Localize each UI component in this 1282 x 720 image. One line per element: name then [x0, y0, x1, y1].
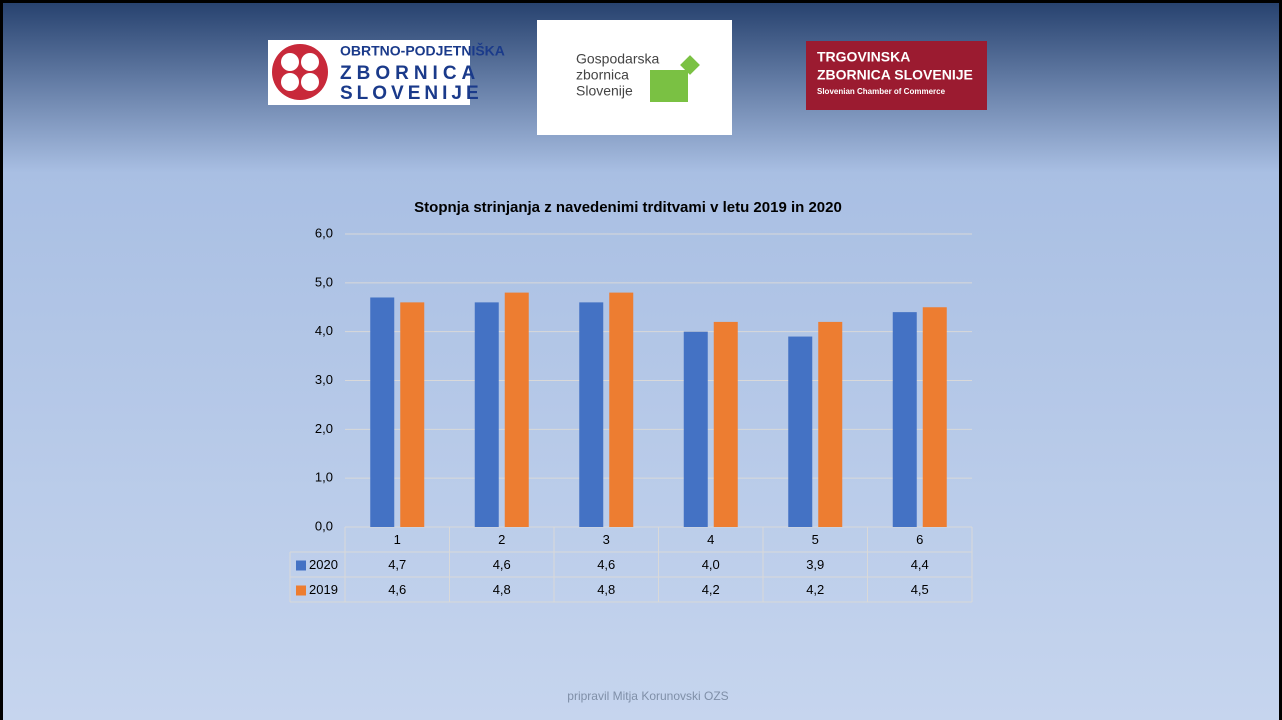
logo-bg: [537, 20, 732, 135]
table-value: 4,7: [388, 557, 406, 572]
logo-text: Slovenian Chamber of Commerce: [817, 87, 946, 96]
logo-text: Slovenije: [576, 83, 633, 99]
logo-text: SLOVENIJE: [340, 83, 483, 104]
table-value: 3,9: [806, 557, 824, 572]
bar: [788, 336, 813, 527]
table-value: 4,2: [806, 582, 824, 597]
footer: pripravil Mitja Korunovski OZS: [567, 689, 728, 703]
x-tick-label: 6: [916, 532, 923, 547]
chart-title: Stopnja strinjanja z navedenimi trditvam…: [414, 199, 842, 216]
y-tick-label: 0,0: [315, 518, 333, 533]
logo-text: TRGOVINSKA: [817, 49, 910, 65]
table-value: 4,6: [597, 557, 615, 572]
x-tick-label: 1: [394, 532, 401, 547]
logo-icon: [301, 53, 319, 71]
legend-label: 2020: [309, 557, 338, 572]
table-value: 4,2: [702, 582, 720, 597]
bar: [400, 302, 425, 527]
bar: [609, 292, 634, 527]
logo-text: Gospodarska: [576, 51, 659, 67]
bar: [892, 312, 917, 527]
table-value: 4,8: [597, 582, 615, 597]
y-tick-label: 4,0: [315, 323, 333, 338]
logo-bg: [806, 41, 987, 110]
x-tick-label: 2: [498, 532, 505, 547]
table-value: 4,0: [702, 557, 720, 572]
logo-icon: [650, 70, 688, 102]
logo-icon: [281, 73, 299, 91]
legend-label: 2019: [309, 582, 338, 597]
legend-swatch: [296, 560, 306, 571]
x-tick-label: 3: [603, 532, 610, 547]
y-tick-label: 2,0: [315, 421, 333, 436]
y-tick-label: 5,0: [315, 274, 333, 289]
table-value: 4,4: [911, 557, 929, 572]
table-value: 4,5: [911, 582, 929, 597]
logo-text: OBRTNO-PODJETNIŠKA: [340, 42, 505, 59]
bar: [922, 307, 947, 527]
table-value: 4,6: [388, 582, 406, 597]
logo-icon: [272, 44, 328, 100]
gzs-logo: Gospodarska zbornica Slovenije: [537, 20, 732, 135]
logo-text: ZBORNICA: [340, 63, 480, 84]
logo-text: ZBORNICA SLOVENIJE: [817, 67, 973, 83]
y-tick-label: 6,0: [315, 225, 333, 240]
bar: [504, 292, 529, 527]
y-tick-label: 3,0: [315, 372, 333, 387]
bar: [683, 331, 708, 527]
ozs-logo: OBRTNO-PODJETNIŠKA ZBORNICA SLOVENIJE: [268, 40, 505, 105]
bar: [713, 321, 738, 527]
legend-swatch: [296, 585, 306, 596]
x-tick-label: 4: [707, 532, 714, 547]
bar: [474, 302, 499, 527]
table-value: 4,8: [493, 582, 511, 597]
logo-icon: [281, 53, 299, 71]
table-value: 4,6: [493, 557, 511, 572]
bar: [579, 302, 604, 527]
logo-text: zbornica: [576, 67, 629, 83]
x-tick-label: 5: [812, 532, 819, 547]
bar: [370, 297, 395, 527]
bar: [818, 321, 843, 527]
tzs-logo: TRGOVINSKA ZBORNICA SLOVENIJE Slovenian …: [806, 41, 987, 110]
logo-icon: [301, 73, 319, 91]
y-tick-label: 1,0: [315, 470, 333, 485]
